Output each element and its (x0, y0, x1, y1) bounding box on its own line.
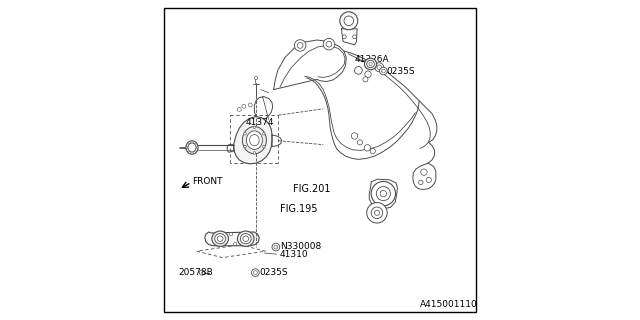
Circle shape (274, 245, 278, 249)
Circle shape (297, 43, 303, 48)
Text: 41374: 41374 (246, 118, 275, 127)
Circle shape (377, 65, 381, 69)
Circle shape (248, 103, 252, 107)
Circle shape (262, 132, 265, 135)
Circle shape (253, 271, 257, 275)
Circle shape (351, 133, 358, 139)
Circle shape (419, 180, 423, 185)
Circle shape (371, 181, 396, 206)
Circle shape (262, 145, 265, 148)
Circle shape (253, 126, 255, 129)
Circle shape (375, 63, 384, 72)
Ellipse shape (188, 143, 196, 152)
Circle shape (253, 152, 255, 154)
Circle shape (374, 210, 380, 215)
Ellipse shape (215, 234, 226, 244)
Circle shape (367, 203, 387, 223)
Ellipse shape (365, 58, 376, 70)
Circle shape (364, 145, 371, 151)
Circle shape (272, 243, 280, 251)
Circle shape (363, 77, 368, 82)
Circle shape (355, 67, 362, 74)
Circle shape (380, 67, 387, 75)
Circle shape (196, 147, 198, 148)
Circle shape (326, 41, 332, 47)
Text: 0235S: 0235S (386, 67, 415, 76)
Circle shape (426, 177, 431, 182)
Circle shape (242, 104, 246, 108)
Circle shape (237, 108, 241, 111)
Text: FRONT: FRONT (192, 177, 223, 186)
Ellipse shape (243, 127, 266, 154)
Circle shape (353, 35, 356, 39)
Circle shape (244, 145, 246, 148)
Ellipse shape (237, 231, 254, 246)
Ellipse shape (240, 234, 251, 244)
Text: 0235S: 0235S (260, 268, 289, 277)
Polygon shape (234, 116, 272, 164)
Circle shape (380, 190, 387, 197)
Text: A415001110: A415001110 (420, 300, 477, 309)
Text: FIG.195: FIG.195 (280, 204, 317, 214)
Ellipse shape (369, 62, 372, 66)
Circle shape (323, 38, 335, 50)
Ellipse shape (186, 141, 198, 154)
Ellipse shape (367, 60, 374, 68)
Circle shape (376, 187, 390, 201)
Circle shape (381, 69, 385, 73)
Text: N330008: N330008 (280, 242, 321, 251)
Text: 41310: 41310 (280, 250, 308, 259)
Circle shape (200, 270, 205, 275)
Circle shape (294, 40, 306, 51)
Ellipse shape (212, 231, 228, 246)
Circle shape (230, 233, 233, 236)
Circle shape (188, 152, 191, 154)
Circle shape (365, 71, 371, 77)
Text: 41326A: 41326A (355, 55, 389, 64)
Circle shape (244, 132, 246, 135)
Circle shape (370, 148, 375, 154)
Circle shape (342, 35, 346, 39)
Ellipse shape (217, 236, 223, 242)
Polygon shape (205, 232, 259, 246)
Circle shape (357, 140, 362, 145)
Circle shape (344, 16, 353, 26)
Ellipse shape (243, 236, 248, 242)
Circle shape (186, 147, 188, 148)
Circle shape (255, 76, 258, 80)
Ellipse shape (250, 135, 259, 146)
Text: 20578B: 20578B (179, 268, 213, 277)
Circle shape (193, 152, 196, 154)
Circle shape (193, 141, 196, 143)
Circle shape (188, 141, 191, 143)
Ellipse shape (246, 131, 262, 149)
Circle shape (252, 269, 259, 276)
Circle shape (340, 12, 358, 30)
Circle shape (421, 169, 428, 175)
Text: FIG.201: FIG.201 (292, 184, 330, 195)
Circle shape (371, 207, 383, 219)
Circle shape (234, 242, 237, 245)
